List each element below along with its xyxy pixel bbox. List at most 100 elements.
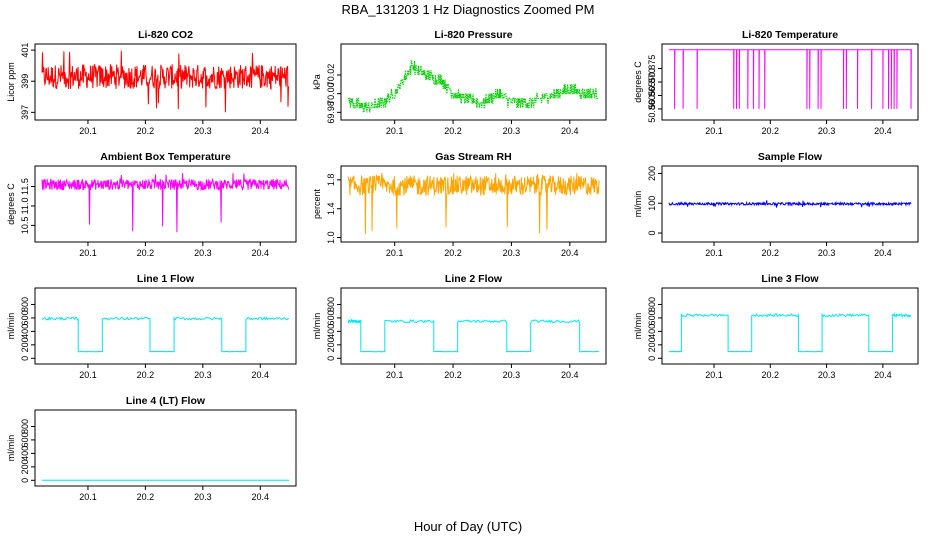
y-tick-label: 0 xyxy=(20,478,30,483)
panel-line1: Line 1 Flow 20.1 20.2 20.3 20.4 0 200400600800… xyxy=(6,273,297,380)
y-tick-label: 400 xyxy=(326,324,336,339)
y-tick-label: 800 xyxy=(647,297,657,312)
panel-line3: Line 3 Flow 20.1 20.2 20.3 20.4 0 200400600800… xyxy=(633,273,919,380)
y-tick-label: 600 xyxy=(20,432,30,447)
series-line xyxy=(347,318,600,353)
plot-frame xyxy=(340,287,607,365)
y-tick-label: 50.865 xyxy=(647,82,657,110)
y-axis-label: percent xyxy=(312,188,322,219)
plot-frame xyxy=(661,165,919,243)
y-tick-label: 800 xyxy=(326,297,336,312)
x-tick-label: 20.1 xyxy=(386,370,404,380)
series-line xyxy=(347,172,600,235)
x-tick-label: 20.2 xyxy=(444,248,462,258)
x-tick-label: 20.1 xyxy=(705,248,723,258)
x-tick-label: 20.2 xyxy=(137,126,155,136)
plot-frame xyxy=(34,165,297,243)
y-tick-label: 70.02 xyxy=(326,64,336,87)
y-tick-label: 100 xyxy=(647,196,657,211)
x-tick-label: 20.3 xyxy=(503,370,521,380)
y-tick-label: 400 xyxy=(20,324,30,339)
y-tick-label: 1.8 xyxy=(326,174,336,187)
y-tick-label: 399 xyxy=(20,74,30,89)
x-tick-label: 20.1 xyxy=(705,126,723,136)
panel-box_temp: Ambient Box Temperature 20.1 20.2 20.3 20.4 1… xyxy=(6,151,297,258)
plot-frame xyxy=(34,409,297,487)
panel-title: Gas Stream RH xyxy=(435,151,511,163)
x-tick-label: 20.4 xyxy=(252,126,270,136)
y-axis-label: ml/min xyxy=(312,313,322,340)
y-tick-label: 70.00 xyxy=(326,82,336,105)
y-tick-label: 1.4 xyxy=(326,202,336,215)
panel-title: Line 3 Flow xyxy=(761,273,819,285)
x-tick-label: 20.2 xyxy=(762,126,780,136)
y-tick-label: 11.5 xyxy=(20,178,30,195)
x-tick-label: 20.4 xyxy=(561,370,579,380)
plot-frame xyxy=(661,287,919,365)
panel-line2: Line 2 Flow 20.1 20.2 20.3 20.4 0 200400600800… xyxy=(312,273,607,380)
y-tick-label: 69.98 xyxy=(326,101,336,124)
y-tick-label: 401 xyxy=(20,43,30,58)
y-tick-label: 200 xyxy=(647,337,657,352)
panel-title: Li-820 Pressure xyxy=(434,29,512,41)
plot-frame xyxy=(340,165,607,243)
y-tick-label: 200 xyxy=(20,337,30,352)
series-line xyxy=(669,49,912,109)
plot-frame xyxy=(661,43,919,121)
x-tick-label: 20.4 xyxy=(252,492,270,502)
panel-title: Sample Flow xyxy=(758,151,823,163)
y-axis-label: degrees C xyxy=(6,183,16,225)
x-tick-label: 20.1 xyxy=(705,370,723,380)
panel-title: Line 2 Flow xyxy=(445,273,503,285)
panel-title: Line 4 (LT) Flow xyxy=(126,395,206,407)
x-tick-label: 20.2 xyxy=(762,370,780,380)
x-tick-label: 20.3 xyxy=(818,370,836,380)
y-axis-label: kPa xyxy=(312,74,322,90)
panel-line4: Line 4 (LT) Flow 20.1 20.2 20.3 20.4 0 2004006… xyxy=(6,395,297,502)
x-tick-label: 20.1 xyxy=(79,492,97,502)
y-tick-label: 0 xyxy=(647,231,657,236)
y-axis-label: ml/min xyxy=(633,313,643,340)
panel-licor_temp: Li-820 Temperature 20.1 20.2 20.3 20.4 50.860… xyxy=(633,29,919,136)
x-tick-label: 20.2 xyxy=(444,126,462,136)
y-tick-label: 0 xyxy=(326,356,336,361)
x-tick-label: 20.2 xyxy=(137,370,155,380)
y-tick-label: 400 xyxy=(647,324,657,339)
figure-title: RBA_131203 1 Hz Diagnostics Zoomed PM xyxy=(342,2,595,17)
series-line xyxy=(41,316,290,353)
panel-co2: Li-820 CO2 20.1 20.2 20.3 20.4 397 399 401 Licor… xyxy=(6,29,297,136)
y-tick-label: 0 xyxy=(647,356,657,361)
x-tick-label: 20.4 xyxy=(252,248,270,258)
y-tick-label: 200 xyxy=(326,337,336,352)
series-line xyxy=(41,173,290,233)
x-tick-label: 20.1 xyxy=(79,370,97,380)
y-tick-label: 10.5 xyxy=(20,217,30,235)
x-tick-label: 20.4 xyxy=(874,248,892,258)
x-tick-label: 20.4 xyxy=(252,370,270,380)
x-tick-label: 20.1 xyxy=(386,248,404,258)
y-tick-label: 800 xyxy=(20,419,30,434)
x-tick-label: 20.2 xyxy=(762,248,780,258)
y-axis-label: ml/min xyxy=(6,313,16,340)
y-tick-label: 0 xyxy=(20,356,30,361)
x-tick-label: 20.1 xyxy=(79,126,97,136)
x-tick-label: 20.2 xyxy=(444,370,462,380)
x-tick-label: 20.4 xyxy=(561,126,579,136)
x-tick-label: 20.2 xyxy=(137,248,155,258)
y-axis-label: ml/min xyxy=(6,435,16,462)
x-tick-label: 20.3 xyxy=(194,248,212,258)
x-axis-label: Hour of Day (UTC) xyxy=(414,519,522,534)
x-tick-label: 20.4 xyxy=(874,126,892,136)
y-axis-label: ml/min xyxy=(633,191,643,218)
y-axis-label: degrees C xyxy=(633,61,643,103)
y-tick-label: 200 xyxy=(647,166,657,181)
series-line xyxy=(668,312,912,353)
x-tick-label: 20.3 xyxy=(818,126,836,136)
x-tick-label: 20.4 xyxy=(874,370,892,380)
y-tick-label: 397 xyxy=(20,105,30,120)
x-tick-label: 20.3 xyxy=(194,492,212,502)
plot-frame xyxy=(34,43,297,121)
x-tick-label: 20.3 xyxy=(503,126,521,136)
